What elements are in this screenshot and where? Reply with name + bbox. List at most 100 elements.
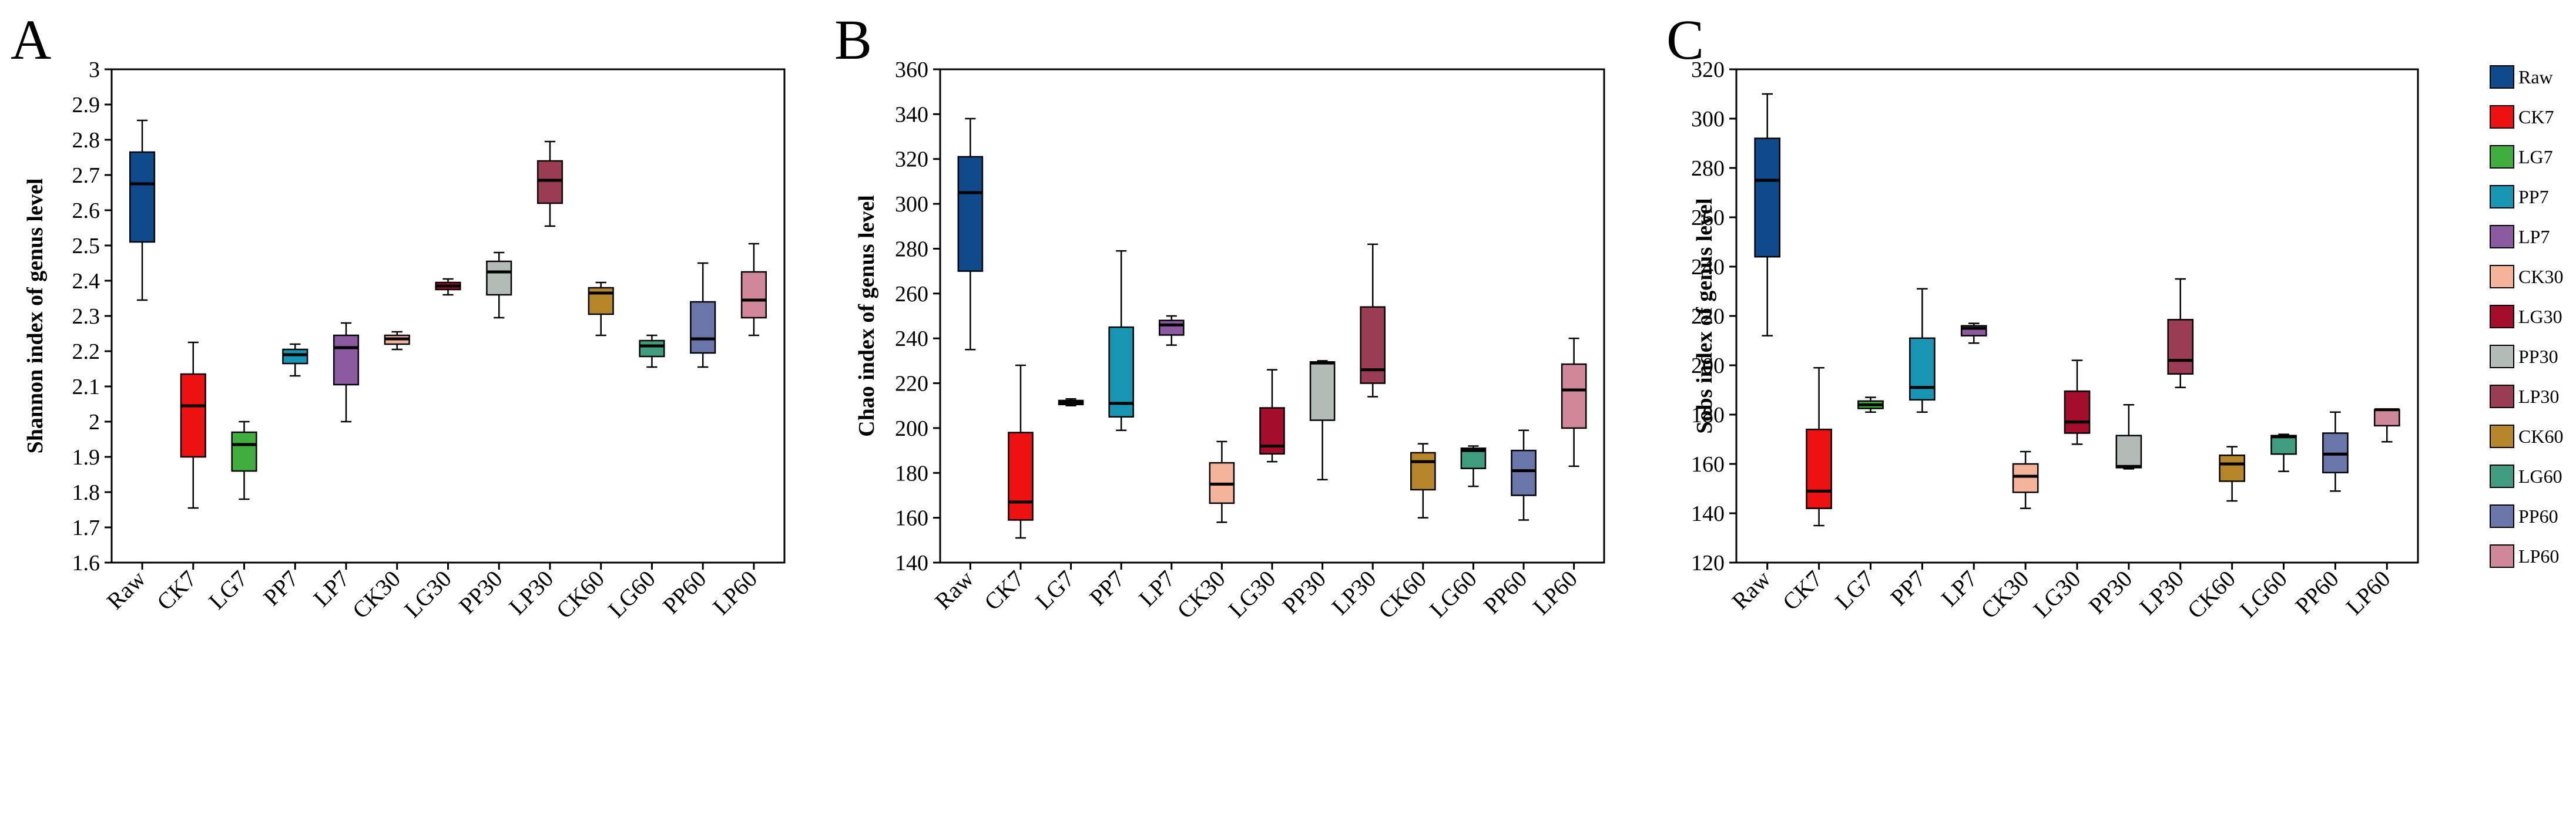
iqr-box (2167, 319, 2194, 375)
y-tick-label: 220 (1691, 304, 1725, 329)
x-category-label: PP7 (258, 566, 303, 611)
x-category-label: LP30 (504, 566, 558, 620)
box-pp7: PP7 (258, 343, 308, 611)
x-category-label: CK7 (152, 566, 202, 615)
iqr-box (2115, 435, 2142, 469)
box-lp60: LP60 (707, 243, 767, 620)
iqr-box (1806, 428, 1832, 509)
x-category-label: CK7 (1777, 566, 1827, 615)
y-tick-label: 2.9 (72, 93, 100, 117)
legend-label: CK7 (2518, 106, 2554, 127)
legend-item-lg7: LG7 (2490, 145, 2553, 169)
legend-item-raw: Raw (2490, 65, 2553, 89)
axis-frame (110, 68, 786, 564)
box-lp30: LP30 (2134, 278, 2194, 620)
y-tick-label: 140 (1691, 502, 1725, 526)
legend-item-lg60: LG60 (2490, 465, 2562, 488)
iqr-box (1158, 319, 1185, 336)
box-lp7: LP7 (308, 322, 360, 612)
y-tick-label: 320 (895, 147, 928, 172)
box-lg7: LG7 (1030, 398, 1084, 615)
panel-c: C 120 140 160 180 200 220 240 260 280 300 320 Sobs i… (1666, 8, 2419, 624)
legend-swatch (2490, 225, 2514, 248)
box-raw: Raw (1726, 93, 1781, 614)
x-category-label: PP30 (2084, 566, 2138, 620)
box-lp30: LP30 (504, 140, 564, 620)
y-tick-label: 160 (895, 506, 928, 531)
legend-item-lp60: LP60 (2490, 544, 2559, 568)
box-raw: Raw (102, 119, 156, 614)
box-raw: Raw (930, 117, 984, 614)
iqr-box (180, 373, 206, 458)
legend-label: CK30 (2518, 266, 2563, 287)
x-category-label: LP30 (1326, 566, 1381, 620)
box-lp30: LP30 (1326, 243, 1386, 620)
y-tick-label: 200 (1691, 354, 1725, 378)
legend-item-lp7: LP7 (2490, 225, 2550, 248)
y-axis-title: Chao index of genus level (854, 195, 879, 437)
iqr-box (639, 339, 665, 358)
iqr-box (536, 160, 564, 204)
x-category-label: PP30 (454, 566, 508, 620)
iqr-box (1511, 449, 1537, 496)
legend-item-pp60: PP60 (2490, 504, 2558, 528)
iqr-box (1561, 363, 1587, 429)
box-ck7: CK7 (152, 341, 206, 615)
y-tick-label: 240 (895, 327, 928, 351)
y-tick-label: 1.9 (72, 445, 100, 470)
panel-letter: B (834, 8, 872, 71)
legend-label: LG30 (2518, 306, 2562, 327)
legend-swatch (2490, 425, 2514, 448)
y-tick-label: 180 (1691, 403, 1725, 428)
panel-letter: A (11, 8, 51, 71)
y-axis-title: Sobs index of genus level (1692, 198, 1717, 433)
x-category-label: LG30 (399, 566, 457, 623)
legend-swatch (2490, 305, 2514, 328)
x-category-label: LG7 (1030, 566, 1079, 615)
x-category-label: LP60 (707, 566, 762, 620)
axis-frame (939, 68, 1605, 564)
panel-b: B 140 160 180 200 220 240 260 280 300 320 340 360 Cha… (834, 8, 1605, 624)
iqr-box (1754, 137, 1781, 258)
x-category-label: LG30 (2028, 566, 2086, 623)
x-category-label: PP60 (2290, 566, 2344, 620)
iqr-box (282, 348, 308, 365)
legend: Raw CK7 LG7 PP7 LP7 CK30 LG30 PP30 LP30 CK60 LG60 P… (2490, 65, 2563, 568)
iqr-box (129, 151, 156, 243)
legend-swatch (2490, 544, 2514, 568)
legend-label: LP60 (2518, 546, 2559, 567)
axis-frame (1735, 68, 2419, 564)
legend-label: Raw (2518, 66, 2553, 88)
iqr-box (2012, 463, 2039, 493)
box-lg30: LG30 (399, 278, 461, 623)
iqr-box (2270, 435, 2297, 455)
iqr-box (1410, 452, 1436, 491)
y-tick-label: 2.7 (72, 163, 100, 188)
x-category-label: Raw (102, 565, 151, 614)
legend-swatch (2490, 145, 2514, 169)
box-pp30: PP30 (1277, 360, 1336, 619)
box-ck30: CK30 (1975, 450, 2039, 624)
box-lg7: LG7 (203, 420, 257, 615)
box-ck60: CK60 (2182, 446, 2245, 624)
iqr-box (2373, 409, 2400, 427)
y-tick-label: 2 (89, 410, 100, 435)
legend-swatch (2490, 504, 2514, 528)
y-tick-label: 2.1 (72, 375, 100, 399)
x-category-label: LG7 (1830, 566, 1879, 615)
legend-item-lp30: LP30 (2490, 385, 2559, 408)
x-category-label: LG60 (603, 566, 660, 623)
y-tick-label: 340 (895, 102, 928, 127)
legend-label: PP30 (2518, 346, 2558, 367)
y-tick-label: 1.6 (72, 551, 100, 576)
y-tick-label: 3 (89, 58, 100, 82)
y-tick-label: 200 (895, 416, 928, 441)
panel-letter: C (1666, 8, 1704, 71)
legend-swatch (2490, 465, 2514, 488)
legend-swatch (2490, 105, 2514, 129)
x-category-label: CK60 (2182, 566, 2240, 624)
x-category-label: LG7 (203, 566, 253, 615)
y-tick-label: 2.3 (72, 304, 100, 329)
iqr-box (1909, 337, 1936, 401)
